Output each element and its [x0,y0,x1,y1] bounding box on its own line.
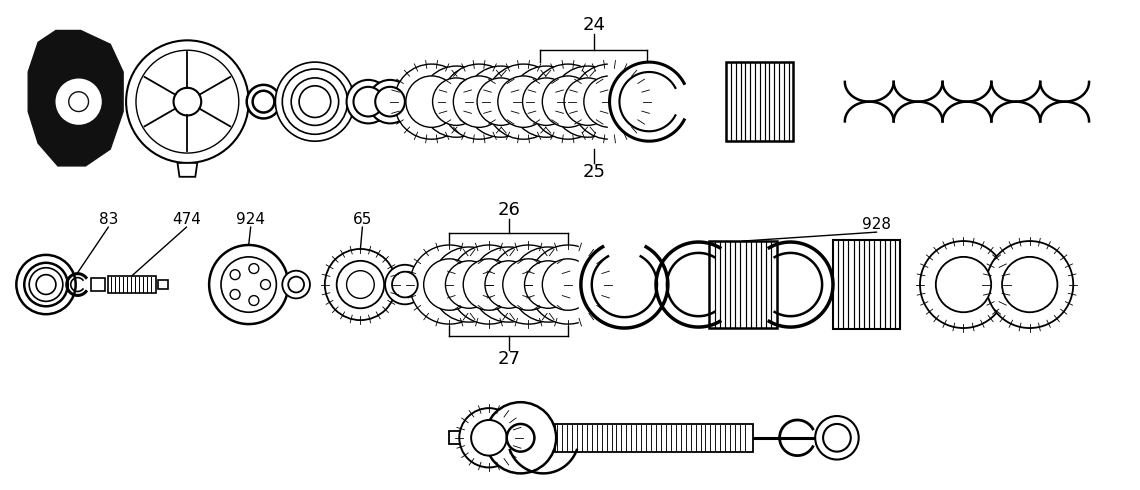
Circle shape [68,92,89,112]
Bar [108,276,156,294]
Circle shape [459,408,519,467]
Circle shape [530,64,605,139]
Circle shape [498,76,549,127]
Polygon shape [178,163,197,177]
Circle shape [347,270,374,298]
Circle shape [136,50,238,153]
Text: 924: 924 [236,212,266,227]
Circle shape [506,424,535,452]
Circle shape [253,91,275,113]
Circle shape [543,76,594,127]
Circle shape [511,66,581,137]
Circle shape [441,64,516,139]
Circle shape [394,64,470,139]
Circle shape [57,80,100,123]
Circle shape [230,270,241,280]
Text: 27: 27 [497,350,520,368]
Circle shape [406,76,457,127]
Circle shape [463,259,514,310]
Bar [833,240,901,329]
Polygon shape [28,30,123,166]
Circle shape [283,69,348,134]
Circle shape [503,259,554,310]
Circle shape [283,270,310,298]
Circle shape [524,261,572,308]
Bar [157,280,168,290]
Circle shape [486,64,561,139]
Circle shape [543,259,594,310]
Circle shape [246,85,280,119]
Circle shape [288,277,304,293]
Circle shape [36,275,56,294]
Circle shape [454,76,505,127]
Circle shape [173,88,202,116]
Bar [91,278,105,292]
Circle shape [261,280,270,290]
Circle shape [424,259,475,310]
Circle shape [564,78,611,125]
Circle shape [446,261,492,308]
Circle shape [221,257,276,312]
Text: 928: 928 [862,217,891,232]
Circle shape [511,247,586,322]
Circle shape [276,62,355,141]
Circle shape [421,66,491,137]
Circle shape [522,78,570,125]
Circle shape [385,265,425,304]
Text: 65: 65 [352,212,372,227]
Circle shape [291,78,339,125]
Circle shape [127,40,249,163]
Circle shape [477,78,524,125]
Circle shape [16,255,75,314]
Circle shape [584,76,635,127]
Text: 25: 25 [583,163,605,181]
Circle shape [449,245,529,324]
Circle shape [325,249,396,320]
Circle shape [471,420,506,456]
Circle shape [484,402,556,473]
Circle shape [432,78,480,125]
Circle shape [249,295,259,305]
Circle shape [432,247,506,322]
Circle shape [30,268,63,301]
Circle shape [1002,257,1058,312]
Circle shape [410,245,489,324]
Circle shape [471,247,546,322]
Circle shape [489,245,568,324]
Circle shape [815,416,858,460]
Circle shape [529,245,608,324]
Text: 26: 26 [497,201,520,220]
Circle shape [368,80,412,123]
Circle shape [572,64,648,139]
Circle shape [823,424,850,452]
Text: 83: 83 [98,212,117,227]
Bar [709,241,776,328]
Circle shape [375,87,405,117]
Circle shape [347,80,390,123]
Bar [449,431,462,444]
Circle shape [353,87,383,117]
Bar [726,62,793,141]
Circle shape [920,241,1007,328]
Circle shape [465,66,537,137]
Bar [555,424,752,452]
Text: 474: 474 [172,212,201,227]
Circle shape [24,263,67,306]
Circle shape [552,66,624,137]
Circle shape [392,271,417,297]
Circle shape [986,241,1073,328]
Circle shape [209,245,288,324]
Circle shape [484,261,532,308]
Circle shape [936,257,991,312]
Circle shape [249,264,259,273]
Text: 24: 24 [583,16,605,34]
Circle shape [230,290,241,299]
Circle shape [299,86,331,118]
Circle shape [336,261,384,308]
